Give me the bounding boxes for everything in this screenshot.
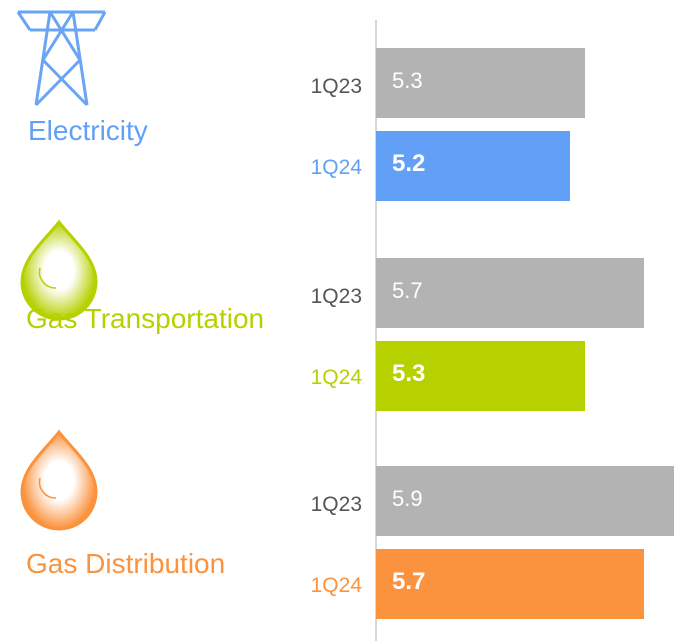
period-label: 1Q23 [310,75,362,98]
gas-drop-icon [20,429,98,531]
group-label: Electricity [28,115,148,146]
period-label: 1Q24 [310,574,362,597]
value-label: 5.3 [392,68,423,93]
period-label: 1Q24 [310,366,362,389]
period-label: 1Q23 [310,493,362,516]
gas-drop-icon [38,267,57,289]
bar [376,48,585,118]
bar [376,131,570,201]
value-label: 5.7 [392,568,426,595]
bar [376,549,645,619]
value-label: 5.7 [392,278,423,303]
gas-drop-icon [20,219,98,321]
gas-drop-icon [38,477,57,499]
pylon-icon [16,10,107,107]
value-label: 5.2 [392,150,426,177]
group-label: Gas Transportation [26,303,265,334]
value-label: 5.9 [392,486,423,511]
bar [376,258,645,328]
value-label: 5.3 [392,360,426,387]
period-label: 1Q24 [310,156,362,179]
group-label: Gas Distribution [26,548,226,579]
period-label: 1Q23 [310,285,362,308]
bar [376,466,674,536]
bar [376,341,585,411]
